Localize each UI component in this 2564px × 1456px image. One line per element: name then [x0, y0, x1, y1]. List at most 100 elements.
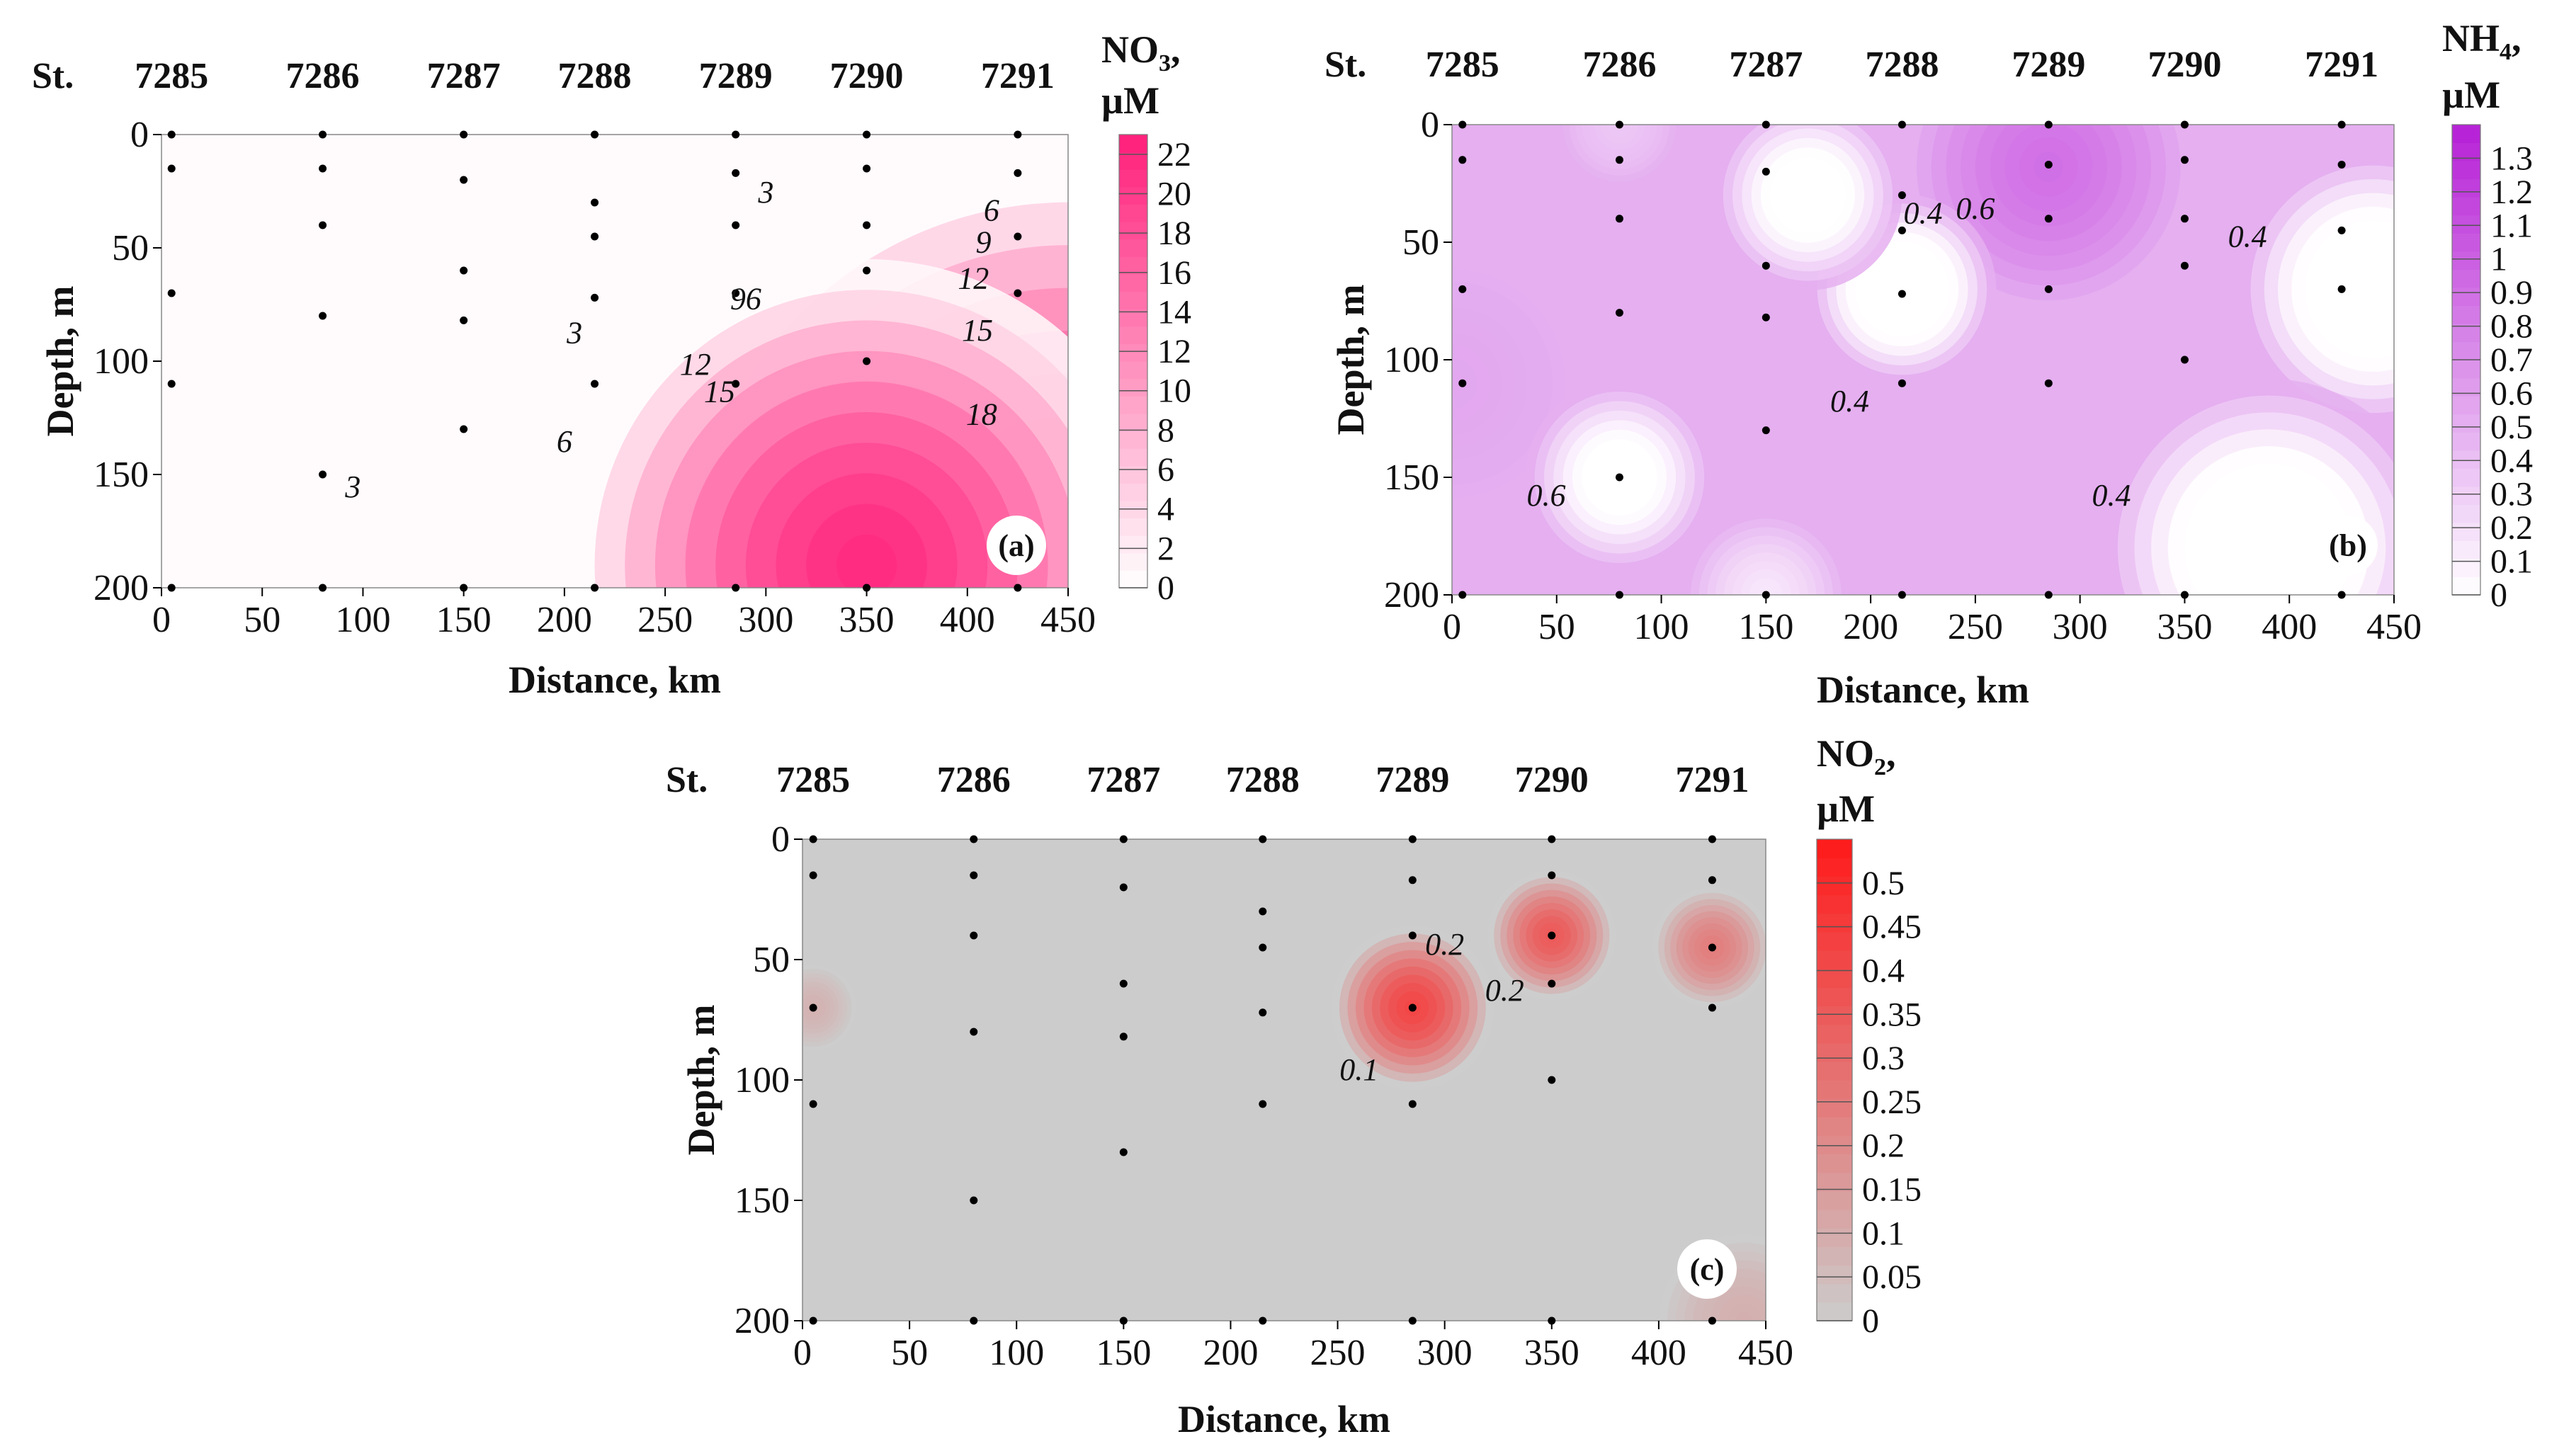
- sample-point: [1548, 1076, 1556, 1084]
- colorbar-segment: [1817, 1061, 1852, 1081]
- colorbar-tick-label: 0.4: [1862, 952, 1905, 989]
- colorbar-tick-label: 1.2: [2490, 174, 2533, 211]
- sample-point: [863, 130, 871, 139]
- colorbar-segment: [2452, 125, 2480, 144]
- colorbar-tick-label: 4: [1157, 491, 1174, 528]
- sample-point: [1014, 232, 1022, 241]
- sample-point: [591, 130, 599, 139]
- colorbar-segment: [1119, 552, 1147, 571]
- sample-point: [970, 1028, 978, 1036]
- colorbar-segment: [1817, 1265, 1852, 1285]
- colorbar-segment: [2452, 522, 2480, 541]
- sample-point: [970, 871, 978, 880]
- sample-point: [1548, 931, 1556, 940]
- x-axis-label: Distance, km: [1178, 1398, 1390, 1440]
- colorbar-segment: [1817, 913, 1852, 933]
- colorbar-title: NO2,: [1817, 732, 1896, 780]
- sample-point: [1458, 120, 1467, 129]
- sample-point: [732, 221, 740, 229]
- colorbar-segment: [1119, 535, 1147, 554]
- contour-label: 12: [680, 347, 711, 382]
- colorbar-unit: µM: [1817, 787, 1875, 830]
- colorbar-segment: [2452, 178, 2480, 198]
- station-label: 7285: [776, 760, 850, 800]
- station-label: 7286: [937, 760, 1011, 800]
- colorbar-tick-label: 6: [1157, 451, 1174, 489]
- colorbar-segment: [2452, 233, 2480, 252]
- colorbar-segment: [1817, 1228, 1852, 1247]
- colorbar-title-comma: ,: [2512, 17, 2522, 59]
- sample-point: [319, 584, 327, 592]
- contour-label: 18: [966, 397, 997, 432]
- colorbar-tick-label: 0.45: [1862, 909, 1922, 946]
- station-prefix: St.: [32, 56, 74, 96]
- colorbar-title: NH4,: [2442, 17, 2522, 65]
- colorbar-tick-label: 0.3: [1862, 1040, 1905, 1077]
- colorbar-segment: [1817, 969, 1852, 988]
- sample-point: [1259, 1100, 1267, 1108]
- y-tick-label: 100: [93, 341, 149, 382]
- sample-point: [167, 164, 176, 173]
- sample-point: [1458, 591, 1467, 599]
- colorbar-segment: [2452, 269, 2480, 288]
- colorbar-segment: [1817, 1190, 1852, 1210]
- field-source-1: [1487, 870, 1616, 1001]
- colorbar-tick-label: 0.4: [2490, 442, 2533, 479]
- colorbar-segment: [2452, 197, 2480, 216]
- sample-point: [167, 584, 176, 592]
- colorbar-tick-label: 2: [1157, 530, 1174, 567]
- colorbar-tick-label: 1.3: [2490, 140, 2533, 177]
- x-tick-label: 300: [1417, 1333, 1473, 1373]
- colorbar-tick-label: 14: [1157, 293, 1191, 331]
- contour-label: 3: [566, 315, 582, 350]
- colorbar-variable-subscript: 2: [1874, 754, 1886, 780]
- x-axis-label: Distance, km: [509, 659, 721, 701]
- sample-point: [1898, 290, 1906, 298]
- contour-label: 6: [557, 424, 572, 459]
- x-tick-label: 250: [1948, 607, 2003, 647]
- sample-point: [2044, 379, 2053, 387]
- colorbar-segment: [1817, 987, 1852, 1006]
- station-label: 7291: [2305, 45, 2378, 85]
- x-tick-label: 250: [1310, 1333, 1366, 1373]
- contour-label: 0.2: [1485, 973, 1524, 1008]
- sample-point: [167, 289, 176, 297]
- sample-point: [460, 316, 468, 324]
- colorbar-tick-label: 0.2: [1862, 1127, 1905, 1165]
- sample-point: [1708, 876, 1716, 885]
- y-axis-label: Depth, m: [680, 1004, 722, 1155]
- sample-point: [2180, 215, 2189, 223]
- colorbar-segment: [1817, 1302, 1852, 1321]
- contour-band: [1798, 186, 1817, 205]
- colorbar-segment: [1119, 273, 1147, 292]
- colorbar-segment: [1119, 431, 1147, 449]
- contour-label: 12: [958, 261, 989, 296]
- y-tick-label: 200: [93, 568, 149, 608]
- colorbar-segment: [1817, 1283, 1852, 1303]
- sample-point: [1119, 883, 1128, 892]
- x-tick-label: 100: [1634, 607, 1689, 647]
- x-tick-label: 0: [152, 600, 171, 640]
- sample-point: [1119, 835, 1128, 843]
- colorbar-tick-label: 18: [1157, 215, 1191, 252]
- sample-point: [1408, 835, 1417, 843]
- colorbar-variable-subscript: 3: [1159, 50, 1171, 76]
- contour-label: 0.4: [2228, 220, 2267, 254]
- colorbar-segment: [1817, 1024, 1852, 1044]
- sample-point: [970, 931, 978, 940]
- sample-point: [809, 1100, 817, 1108]
- colorbar-segment: [2452, 540, 2480, 559]
- x-tick-label: 150: [1738, 607, 1793, 647]
- sample-point: [1548, 979, 1556, 988]
- colorbar-segment: [1817, 1135, 1852, 1155]
- sample-point: [2044, 591, 2053, 599]
- colorbar-segment: [2452, 287, 2480, 306]
- sample-point: [2337, 120, 2346, 129]
- contour-label: 96: [730, 281, 761, 316]
- colorbar-unit: µM: [1101, 79, 1159, 122]
- colorbar-tick-label: 22: [1157, 136, 1191, 174]
- colorbar-segment: [1119, 169, 1147, 188]
- sample-point: [1898, 191, 1906, 200]
- contour-band: [1757, 586, 1775, 595]
- panel-label: (b): [2329, 528, 2367, 563]
